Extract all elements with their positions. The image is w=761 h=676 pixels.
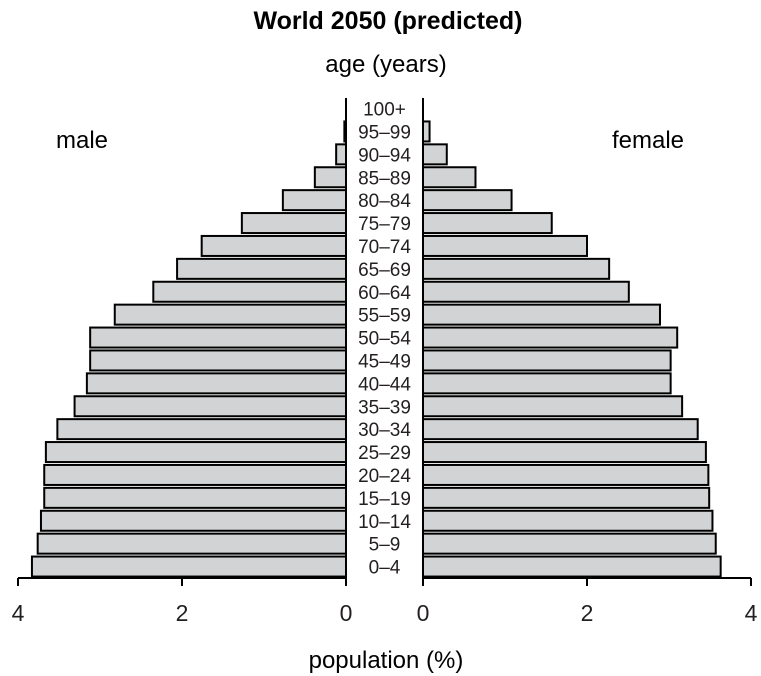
age-labels-group: 0–45–910–1415–1920–2425–2930–3435–3940–4… (358, 100, 411, 579)
age-label-40–44: 40–44 (358, 374, 411, 395)
female-bar-25–29 (422, 441, 707, 464)
x-tick-label-3: 0 (417, 600, 430, 626)
female-bar-85–89 (422, 166, 477, 189)
female-bar-0–4 (422, 555, 722, 578)
age-label-35–39: 35–39 (358, 397, 411, 418)
female-bar-50–54 (422, 326, 679, 349)
age-label-80–84: 80–84 (358, 191, 411, 212)
age-label-55–59: 55–59 (358, 306, 411, 327)
male-bar-90–94 (335, 143, 348, 166)
age-label-100+: 100+ (363, 100, 406, 121)
x-tick-label-0: 4 (12, 600, 25, 626)
x-tick-label-5: 4 (745, 600, 758, 626)
female-bar-90–94 (422, 143, 448, 166)
age-label-5–9: 5–9 (369, 535, 401, 556)
age-label-45–49: 45–49 (358, 351, 411, 372)
age-label-70–74: 70–74 (358, 237, 411, 258)
age-label-85–89: 85–89 (358, 168, 411, 189)
male-bar-60–64 (152, 280, 347, 303)
age-label-30–34: 30–34 (358, 420, 411, 441)
male-bar-70–74 (200, 234, 347, 257)
male-bar-65–69 (176, 257, 347, 280)
male-bar-30–34 (56, 418, 348, 441)
female-series-label: female (612, 127, 684, 154)
male-bar-75–79 (240, 212, 347, 235)
age-label-10–14: 10–14 (358, 512, 411, 533)
x-tick-label-4: 2 (581, 600, 594, 626)
female-bar-60–64 (422, 280, 630, 303)
male-bar-85–89 (313, 166, 347, 189)
female-bar-55–59 (422, 303, 661, 326)
age-label-20–24: 20–24 (358, 466, 411, 487)
female-bar-45–49 (422, 349, 672, 372)
male-bar-35–39 (73, 395, 348, 418)
female-bar-30–34 (422, 418, 699, 441)
age-label-95–99: 95–99 (358, 122, 411, 143)
x-tick-label-1: 2 (176, 600, 189, 626)
female-bar-70–74 (422, 234, 588, 257)
age-axis-title: age (years) (325, 51, 446, 78)
female-bar-20–24 (422, 463, 710, 486)
male-bar-15–19 (43, 486, 348, 509)
age-label-0–4: 0–4 (369, 558, 401, 579)
female-bar-10–14 (422, 509, 714, 532)
male-bar-80–84 (281, 189, 347, 212)
age-label-75–79: 75–79 (358, 214, 411, 235)
male-bar-40–44 (85, 372, 347, 395)
age-label-90–94: 90–94 (358, 145, 411, 166)
male-bar-25–29 (44, 441, 347, 464)
male-series-label: male (56, 127, 108, 154)
female-bar-35–39 (422, 395, 684, 418)
male-bar-20–24 (43, 463, 348, 486)
male-bar-50–54 (89, 326, 347, 349)
male-bar-0–4 (30, 555, 347, 578)
male-bar-10–14 (39, 509, 348, 532)
female-bar-40–44 (422, 372, 672, 395)
female-bar-15–19 (422, 486, 711, 509)
age-label-50–54: 50–54 (358, 329, 411, 350)
male-bar-5–9 (36, 532, 348, 555)
age-label-65–69: 65–69 (358, 260, 411, 281)
age-label-25–29: 25–29 (358, 443, 411, 464)
age-label-60–64: 60–64 (358, 283, 411, 304)
male-bar-45–49 (89, 349, 347, 372)
x-axis-title: population (%) (309, 647, 464, 674)
female-bar-80–84 (422, 189, 513, 212)
female-bar-5–9 (422, 532, 717, 555)
female-bar-75–79 (422, 212, 553, 235)
female-bar-65–69 (422, 257, 611, 280)
age-label-15–19: 15–19 (358, 489, 411, 510)
x-tick-label-2: 0 (340, 600, 353, 626)
chart-title: World 2050 (predicted) (253, 7, 522, 35)
male-bar-55–59 (113, 303, 348, 326)
ticks-group: 4 2 0 0 2 4 (12, 578, 758, 626)
